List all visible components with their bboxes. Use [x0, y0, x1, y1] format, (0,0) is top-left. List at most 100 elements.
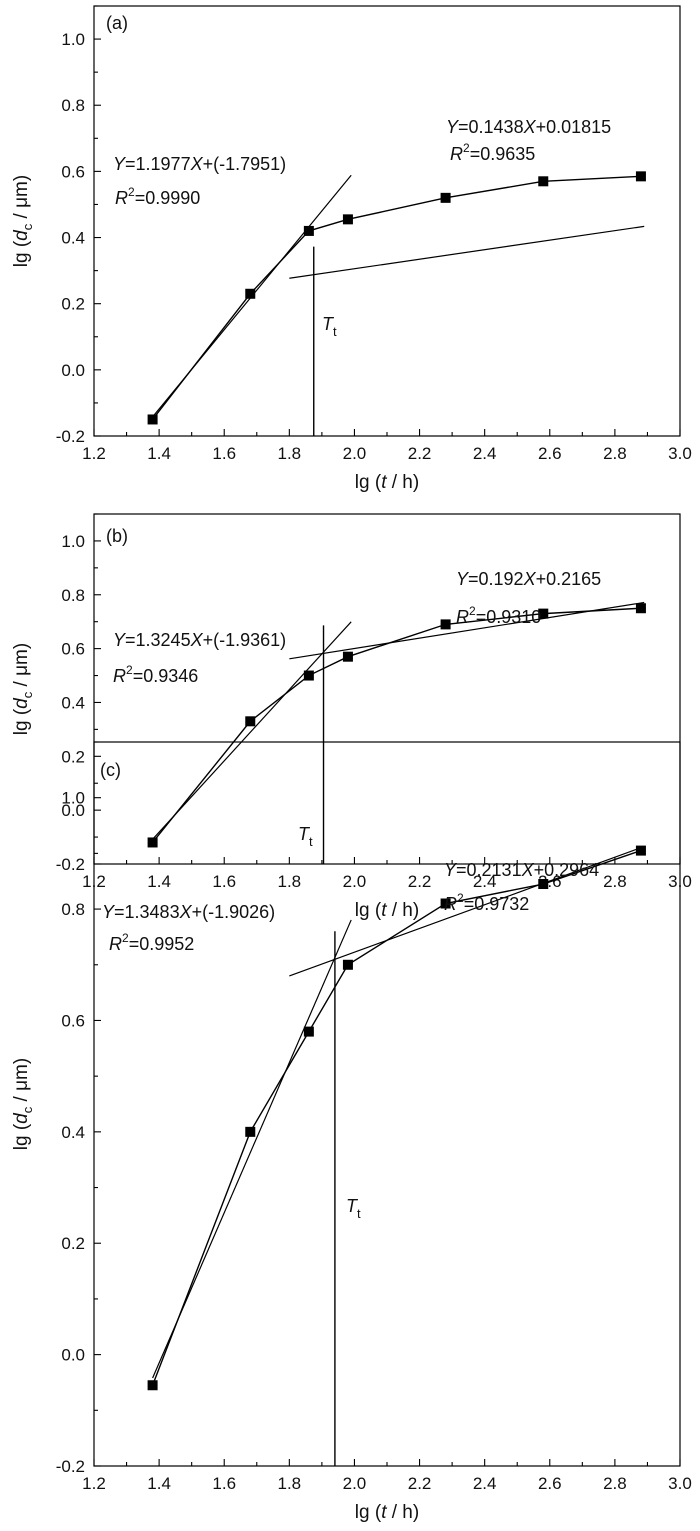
y-tick-label: 0.0: [61, 361, 85, 380]
x-tick-label: 2.2: [408, 1474, 432, 1493]
y-tick-label: 0.8: [61, 586, 85, 605]
data-point: [538, 608, 549, 619]
transition-label: Tt: [346, 1196, 361, 1221]
y-axis-label: lg (dc / μm): [11, 1058, 35, 1150]
y-tick-label: 0.4: [61, 229, 85, 248]
x-tick-label: 1.4: [147, 1474, 171, 1493]
y-tick-label: 0.4: [61, 693, 85, 712]
fit-r2-1: R2=0.9346: [113, 663, 198, 686]
data-point: [440, 192, 451, 203]
data-point: [245, 716, 256, 727]
transition-label: Tt: [322, 314, 337, 339]
data-series-line: [152, 175, 641, 420]
x-tick-label: 1.6: [212, 872, 236, 891]
x-tick-label: 2.0: [343, 444, 367, 463]
data-point: [147, 414, 158, 425]
x-tick-label: 2.6: [538, 444, 562, 463]
x-tick-label: 2.4: [473, 1474, 497, 1493]
fit-line-2: [289, 845, 645, 977]
y-tick-label: 0.8: [61, 900, 85, 919]
data-point: [245, 288, 256, 299]
fit-line-1: [152, 919, 352, 1379]
data-point: [303, 670, 314, 681]
x-tick-label: 1.8: [278, 444, 302, 463]
data-point: [342, 214, 353, 225]
x-tick-label: 1.2: [82, 1474, 106, 1493]
fit-equation-2: Y=0.192X+0.2165: [456, 569, 601, 589]
fit-equation-1: Y=1.1977X+(-1.7951): [113, 154, 286, 174]
data-point: [538, 176, 549, 187]
y-axis-label: lg (dc / μm): [11, 643, 35, 735]
fit-r2-1: R2=0.9952: [109, 931, 194, 954]
y-tick-label: 1.0: [61, 789, 85, 808]
x-tick-label: 1.6: [212, 444, 236, 463]
y-tick-label: 0.6: [61, 640, 85, 659]
data-point: [303, 225, 314, 236]
x-tick-label: 2.4: [473, 444, 497, 463]
data-point: [245, 1126, 256, 1137]
x-tick-label: 1.2: [82, 444, 106, 463]
panel-label: (b): [106, 526, 128, 546]
x-tick-label: 2.8: [603, 1474, 627, 1493]
x-tick-label: 2.2: [408, 872, 432, 891]
y-tick-label: 0.8: [61, 96, 85, 115]
data-point: [538, 879, 549, 890]
panel-label: (a): [106, 13, 128, 33]
y-tick-label: -0.2: [56, 1457, 85, 1476]
fit-equation-1: Y=1.3245X+(-1.9361): [113, 630, 286, 650]
plot-frame: [93, 513, 681, 865]
plot-frame: [93, 741, 681, 1467]
fit-r2-2: R2=0.9732: [444, 891, 529, 914]
data-point: [440, 898, 451, 909]
x-tick-label: 2.6: [538, 1474, 562, 1493]
fit-line-1: [152, 621, 352, 840]
x-tick-label: 3.0: [668, 444, 692, 463]
y-axis-label: lg (dc / μm): [11, 175, 35, 267]
x-axis-label: lg (t / h): [355, 900, 419, 921]
x-axis-label: lg (t / h): [355, 1502, 419, 1523]
data-series-line: [151, 849, 642, 1386]
y-tick-label: 1.0: [61, 532, 85, 551]
x-tick-label: 2.4: [473, 872, 497, 891]
y-tick-label: 0.6: [61, 1011, 85, 1030]
y-tick-label: 0.2: [61, 1234, 85, 1253]
x-tick-label: 1.4: [147, 444, 171, 463]
x-tick-label: 2.2: [408, 444, 432, 463]
chart-panel-a: 1.2 1.4 1.6 1.8 2.0 2.2 2.4 2.6 2.8 3.0 -0.2 0.0 0.2…: [11, 5, 692, 493]
y-tick-label: 0.2: [61, 747, 85, 766]
data-point: [147, 1380, 158, 1391]
x-tick-label: 1.8: [278, 872, 302, 891]
data-point: [147, 837, 158, 848]
chart-panel-b: 1.21.41.61.82.02.22.42.62.83.0-0.20.00.2…: [11, 513, 692, 921]
fit-r2-2: R2=0.9635: [450, 141, 535, 164]
x-tick-label: 3.0: [668, 1474, 692, 1493]
x-tick-label: 2.8: [603, 872, 627, 891]
y-tick-label: 1.0: [61, 30, 85, 49]
y-tick-label: -0.2: [56, 427, 85, 446]
data-point: [342, 959, 353, 970]
fit-equation-1: Y=1.3483X+(-1.9026): [102, 902, 275, 922]
fit-r2-1: R2=0.9990: [115, 185, 200, 208]
x-tick-label: 2.0: [343, 872, 367, 891]
x-tick-label: 2.0: [343, 1474, 367, 1493]
fit-equation-2: Y=0.2131X+0.2964: [444, 860, 599, 880]
x-tick-label: 1.4: [147, 872, 171, 891]
data-point: [342, 651, 353, 662]
fit-equation-2: Y=0.1438X+0.01815: [446, 117, 611, 137]
transition-label: Tt: [298, 824, 313, 849]
x-tick-label: 1.8: [278, 1474, 302, 1493]
plot-frame: [93, 5, 681, 437]
data-point: [635, 845, 646, 856]
panel-label: (c): [100, 760, 121, 780]
fit-r2-2: R2=0.9310: [456, 604, 541, 627]
y-tick-label: 0.0: [61, 801, 85, 820]
fit-line-2: [289, 225, 645, 279]
data-point: [635, 171, 646, 182]
x-axis-label: lg (t / h): [355, 472, 419, 493]
data-point: [635, 603, 646, 614]
data-point: [303, 1026, 314, 1037]
y-tick-label: 0.6: [61, 162, 85, 181]
y-tick-label: 0.4: [61, 1123, 85, 1142]
x-tick-label: 1.6: [212, 1474, 236, 1493]
